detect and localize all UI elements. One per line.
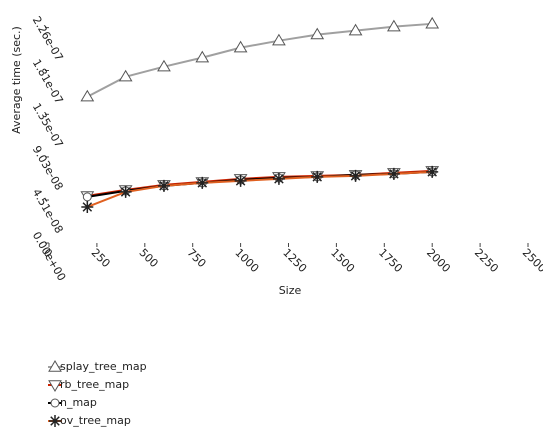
data-point <box>80 89 95 102</box>
y-axis-label: Average time (sec.) <box>10 26 23 134</box>
y-tick-label: 2.26e-07 <box>30 14 66 63</box>
y-tick-label: 1.35e-07 <box>30 101 66 150</box>
data-point <box>233 40 248 53</box>
series-line <box>86 170 433 208</box>
data-point <box>195 50 210 63</box>
series-line <box>86 22 433 98</box>
data-point <box>425 16 440 29</box>
data-point <box>82 192 92 202</box>
legend-label: splay_tree_map <box>60 360 147 373</box>
x-tick-label: 1000 <box>232 246 261 275</box>
data-point <box>387 19 401 32</box>
series-line <box>87 170 433 198</box>
x-tick-label: 500 <box>137 246 161 270</box>
x-axis-label: Size <box>279 284 302 297</box>
legend-label: ov_tree_map <box>60 414 131 427</box>
legend-marker <box>48 380 62 392</box>
legend-label: n_map <box>60 396 97 409</box>
data-point <box>349 169 362 182</box>
x-tick-label: 2250 <box>472 246 501 275</box>
legend-label: rb_tree_map <box>60 378 129 391</box>
data-point <box>387 167 400 180</box>
x-tick-label: 2000 <box>424 246 453 275</box>
data-point <box>348 23 363 36</box>
data-point <box>118 69 133 82</box>
data-point <box>234 174 247 187</box>
data-point <box>426 165 439 178</box>
data-point <box>81 200 94 213</box>
data-point <box>311 170 324 183</box>
x-tick-label: 1500 <box>328 246 357 275</box>
data-point <box>157 59 171 72</box>
x-tick-label: 1750 <box>376 246 405 275</box>
data-point <box>310 27 325 40</box>
data-point <box>119 185 132 198</box>
data-point <box>272 33 286 46</box>
x-tick-label: 250 <box>89 246 113 270</box>
legend-marker <box>50 398 60 408</box>
x-tick-label: 2500 <box>520 246 543 275</box>
y-tick-label: 9.03e-08 <box>30 143 66 192</box>
data-point <box>157 179 170 192</box>
y-tick-label: 0.00e+00 <box>30 230 69 284</box>
legend-marker <box>48 360 62 372</box>
data-point <box>196 176 209 189</box>
y-tick-label: 4.51e-08 <box>30 187 66 236</box>
x-tick-label: 1250 <box>280 246 309 275</box>
legend-marker <box>49 415 61 427</box>
x-tick-label: 750 <box>184 246 208 270</box>
y-tick-label: 1.81e-07 <box>30 57 66 106</box>
data-point <box>272 172 285 185</box>
